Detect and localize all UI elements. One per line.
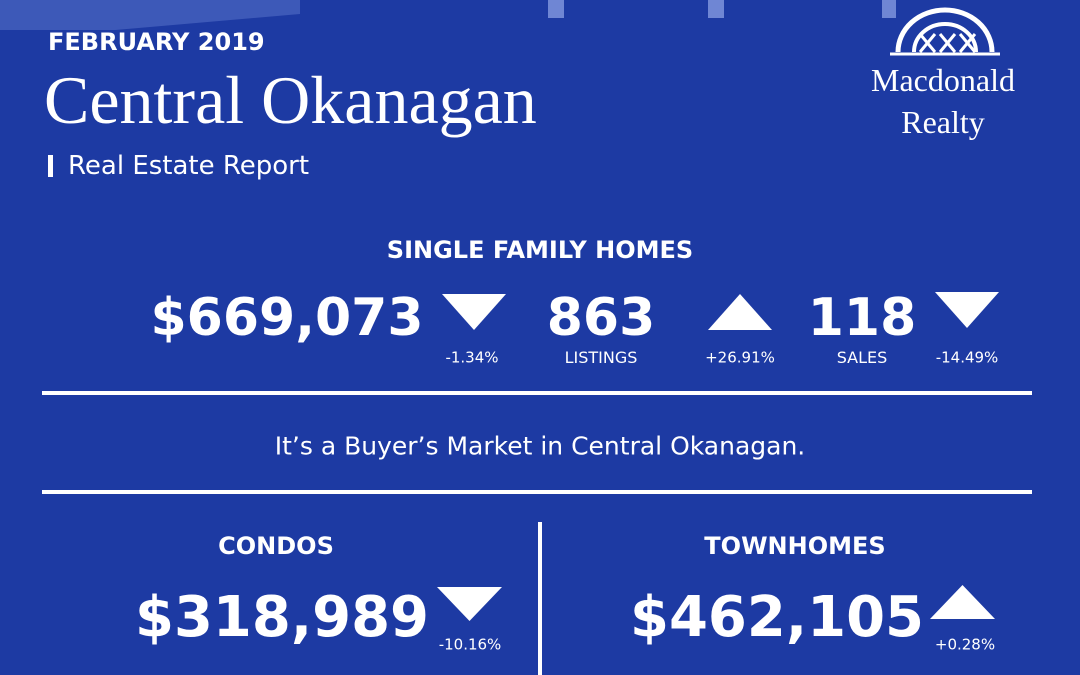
down-arrow: [935, 292, 999, 328]
change: -14.49%: [935, 348, 999, 367]
change: -10.16%: [438, 635, 502, 654]
sales-label: SALES: [836, 348, 888, 367]
section-heading: SINGLE FAMILY HOMES: [386, 236, 694, 264]
divider: [538, 522, 542, 675]
up-arrow: [708, 294, 772, 330]
market-note: It’s a Buyer’s Market in Central Okanaga…: [274, 431, 806, 461]
report-title: Central Okanagan: [44, 62, 537, 138]
down-arrow: [437, 587, 502, 621]
price: $669,073: [150, 288, 424, 348]
divider: [42, 391, 1032, 395]
report-date: FEBRUARY 2019: [48, 28, 265, 56]
change: +0.28%: [934, 635, 996, 654]
listings-label: LISTINGS: [564, 348, 638, 367]
listings: 863: [546, 288, 656, 348]
up-arrow: [930, 585, 995, 619]
price: $462,105: [629, 585, 925, 650]
logo-icon: [890, 7, 1000, 56]
divider: [42, 490, 1032, 494]
decor: [0, 0, 896, 30]
change: -1.34%: [445, 348, 499, 367]
subtitle-bar: [48, 155, 53, 177]
section-heading: CONDOS: [218, 532, 334, 560]
price: $318,989: [134, 585, 430, 650]
down-arrow: [442, 294, 506, 330]
change: +26.91%: [705, 348, 775, 367]
logo-text: Macdonald: [871, 62, 1015, 98]
sales: 118: [807, 288, 917, 348]
report-subtitle: Real Estate Report: [68, 151, 310, 181]
logo-text: Realty: [901, 104, 985, 140]
section-heading: TOWNHOMES: [704, 532, 886, 560]
